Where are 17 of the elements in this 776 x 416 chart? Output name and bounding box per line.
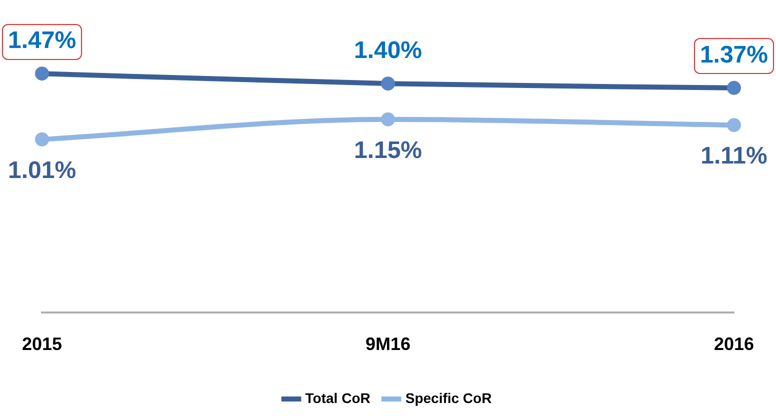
legend-label: Specific CoR <box>405 390 492 406</box>
data-label: 1.40% <box>354 37 422 64</box>
data-label: 1.47% <box>8 27 76 54</box>
point <box>726 118 741 132</box>
data-label: 1.15% <box>354 136 422 164</box>
x-tick-label: 2016 <box>714 334 754 354</box>
data-label: 1.01% <box>8 156 76 184</box>
x-tick-label: 9M16 <box>365 334 411 354</box>
point <box>35 132 50 146</box>
x-tick-label: 2015 <box>22 334 62 354</box>
point <box>381 76 395 91</box>
point <box>381 112 395 126</box>
point <box>726 80 741 95</box>
point <box>35 66 50 81</box>
data-label: 1.11% <box>700 142 768 170</box>
data-label: 1.37% <box>700 42 768 69</box>
legend-label: Total CoR <box>305 390 370 406</box>
